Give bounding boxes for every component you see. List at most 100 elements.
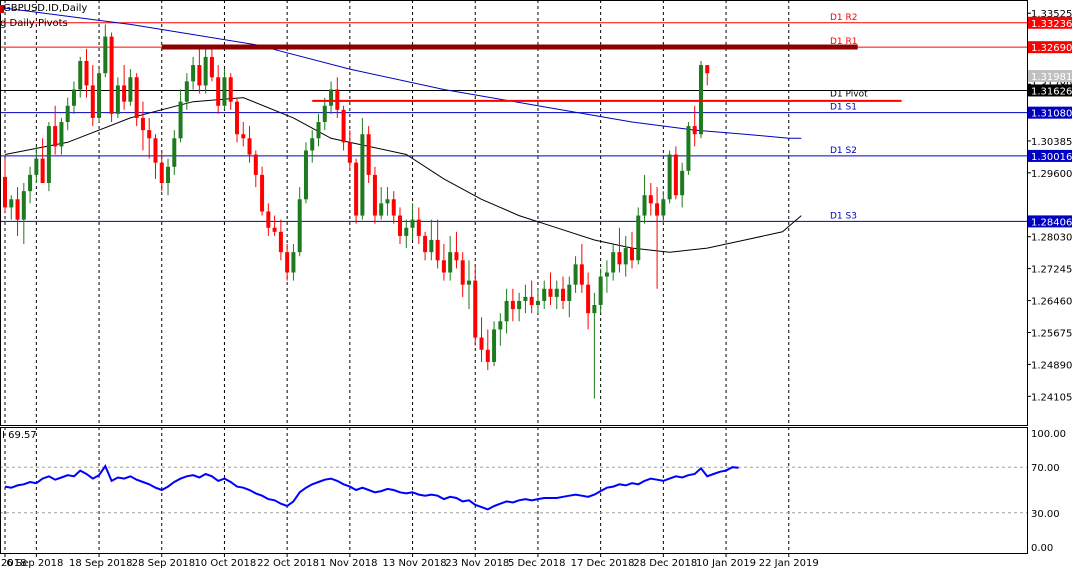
pivot-lines: D1 R2 D1 R1 D1 Pivot D1 S1 D1 S2 D1 S3 [0, 13, 1027, 222]
rsi-panel: 100.00 70.00 30.00 0.00 [0, 429, 1066, 554]
candle-body [423, 235, 428, 253]
candle-body [253, 154, 258, 175]
price-tag-label: 1.30016 [1031, 152, 1072, 163]
candle-body [122, 85, 127, 102]
candle-body [134, 77, 139, 118]
candle-body [567, 284, 572, 301]
price-tag-label: 1.28406 [1031, 217, 1072, 228]
pivots-indicator-label: g Daily Pivots [0, 18, 68, 29]
candle-body [297, 199, 302, 253]
rsi-level-label: 70.00 [1031, 463, 1060, 474]
price-tag [1028, 84, 1072, 97]
candle-body [692, 126, 697, 135]
candle-body [191, 65, 196, 82]
candle-body [360, 134, 365, 216]
candle-body [28, 174, 33, 192]
candle-body [598, 276, 603, 306]
y-tick-label: 1.27245 [1031, 265, 1072, 276]
candle-body [109, 36, 114, 114]
candle-body [655, 203, 660, 216]
candle-body [667, 154, 672, 200]
rsi-line [4, 464, 739, 511]
x-tick-label: 13 Nov 2018 [383, 558, 447, 569]
pivot-label: D1 S3 [830, 211, 857, 221]
candle-body [410, 219, 415, 228]
candle-body [329, 89, 334, 106]
y-tick-label: 1.24890 [1031, 360, 1072, 371]
slow-moving-average [4, 7, 802, 139]
price-tag [1028, 16, 1072, 29]
candle-body [680, 170, 685, 196]
candle-body [686, 126, 691, 171]
candle-body [71, 89, 76, 106]
symbol-label: GBPUSD.ID,Daily [3, 3, 88, 14]
candle-body [617, 252, 622, 265]
candle-body [648, 195, 653, 204]
candle-body [53, 126, 58, 147]
candle-body [15, 199, 20, 220]
candle-body [661, 199, 666, 216]
candle-body [272, 227, 277, 232]
candle-body [203, 56, 208, 86]
price-tag-label: 1.31981 [1031, 72, 1072, 83]
candle-body [184, 81, 189, 102]
candle-body [385, 199, 390, 204]
candle-body [586, 284, 591, 314]
x-tick-label: 23 Nov 2018 [445, 558, 509, 569]
candle-body [222, 77, 227, 106]
y-tick-label: 1.33525 [1031, 9, 1072, 20]
pivot-label: D1 S2 [830, 146, 857, 156]
y-tick-label: 1.26460 [1031, 297, 1072, 308]
candle-body [460, 260, 465, 285]
rsi-level-label: 100.00 [1031, 429, 1066, 440]
candle-body [542, 288, 547, 301]
candle-body [209, 56, 214, 78]
candle-body [636, 215, 641, 261]
x-tick-label: 18 Sep 2018 [69, 558, 132, 569]
price-tag-label: 1.32690 [1031, 43, 1072, 54]
candle-body [604, 272, 609, 277]
pivot-label: D1 S1 [830, 103, 857, 113]
candle-body [416, 219, 421, 236]
candle-body [473, 280, 478, 338]
y-tick-label: 1.24105 [1031, 392, 1072, 403]
candle-body [592, 305, 597, 314]
candle-body [705, 65, 710, 74]
candle-body [247, 138, 252, 155]
horizontal-segments [161, 44, 902, 102]
price-tag-label: 1.31626 [1031, 86, 1072, 97]
candle-body [103, 36, 108, 74]
candle-body [372, 174, 377, 216]
rsi-level-label: 30.00 [1031, 509, 1060, 520]
price-tag [1028, 70, 1072, 83]
candle-body [630, 248, 634, 261]
price-tag [1028, 106, 1072, 119]
candle-body [115, 85, 120, 114]
candle-body [366, 134, 371, 175]
candle-body [398, 215, 403, 236]
x-tick-label: 22 Oct 2018 [257, 558, 319, 569]
candle-body [21, 191, 26, 220]
x-tick-label: 28 Dec 2018 [633, 558, 697, 569]
candle-body [197, 65, 202, 86]
rsi-panel-frame [0, 427, 1028, 554]
candle-body [335, 89, 340, 110]
candle-body [623, 248, 628, 265]
candle-body [84, 61, 89, 86]
candle-body [523, 296, 528, 301]
candle-body [234, 101, 239, 135]
x-tick-label: 6 Sep 2018 [6, 558, 63, 569]
candle-body [9, 199, 14, 208]
candle-body [435, 239, 440, 261]
candle-body [579, 264, 584, 285]
x-tick-label: 10 Jan 2019 [696, 558, 756, 569]
x-tick-label: 2018 [1, 558, 26, 569]
candle-body [278, 231, 283, 253]
candle-body [172, 138, 177, 167]
candle-body [379, 203, 384, 216]
candle-body [485, 349, 490, 362]
candle-body [260, 174, 265, 212]
candle-body [529, 296, 534, 306]
x-tick-label: 28 Sep 2018 [132, 558, 195, 569]
